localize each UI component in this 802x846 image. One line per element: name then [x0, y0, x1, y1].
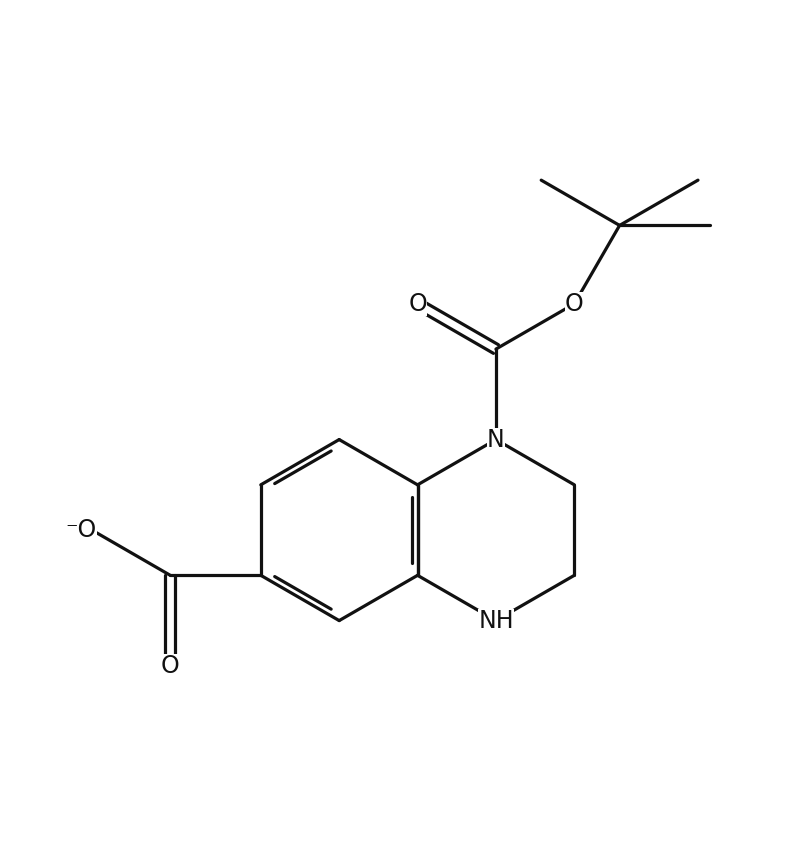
Text: ⁻O: ⁻O [66, 518, 97, 542]
Text: O: O [161, 654, 180, 678]
Text: NH: NH [478, 608, 514, 633]
Text: O: O [408, 292, 427, 316]
Text: O: O [565, 292, 584, 316]
Text: N: N [487, 427, 504, 452]
